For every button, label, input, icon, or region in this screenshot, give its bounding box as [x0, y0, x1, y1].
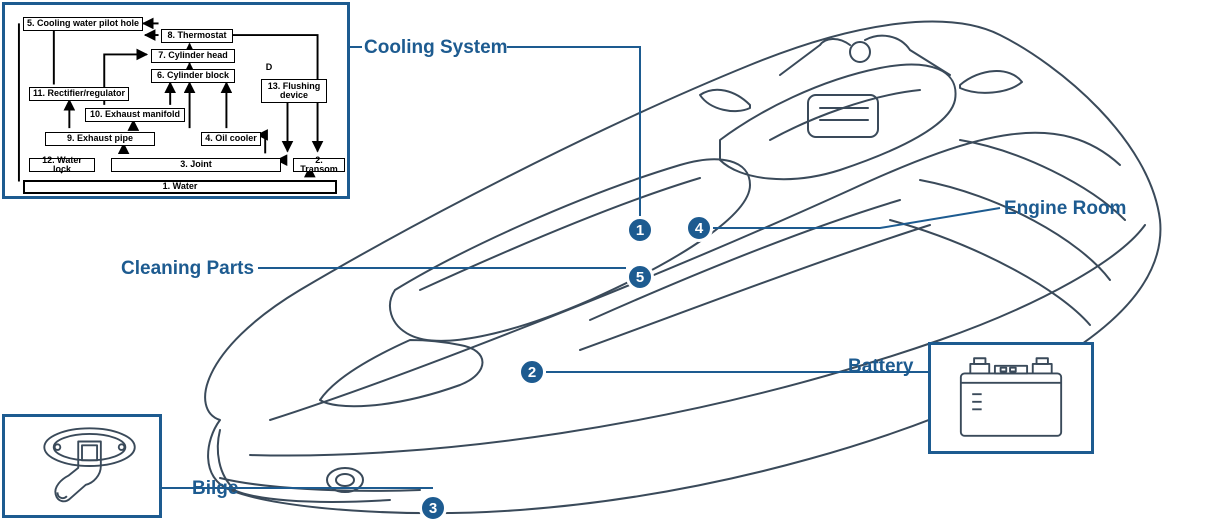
cool-n10: 10. Exhaust manifold: [85, 108, 185, 122]
label-cooling-system: Cooling System: [364, 37, 508, 59]
cool-n6: 6. Cylinder block: [151, 69, 235, 83]
badge-1: 1: [626, 216, 654, 244]
panel-battery: [928, 342, 1094, 454]
badge-3: 3: [419, 494, 447, 520]
cool-n11: 11. Rectifier/regulator: [29, 87, 129, 101]
label-engine-room: Engine Room: [1004, 198, 1126, 220]
label-battery: Battery: [848, 356, 913, 378]
label-cleaning-parts: Cleaning Parts: [121, 258, 254, 280]
cool-n12: 12. Water lock: [29, 158, 95, 172]
badge-2: 2: [518, 358, 546, 386]
cool-n13: 13. Flushing device: [261, 79, 327, 103]
cool-n1: 1. Water: [23, 180, 337, 194]
badge-4: 4: [685, 214, 713, 242]
label-bilge: Bilge: [192, 478, 238, 500]
cool-n8: 8. Thermostat: [161, 29, 233, 43]
panel-bilge: [2, 414, 162, 518]
cool-nD: D: [261, 61, 277, 75]
cool-n3: 3. Joint: [111, 158, 281, 172]
cool-n7: 7. Cylinder head: [151, 49, 235, 63]
cool-n5: 5. Cooling water pilot hole: [23, 17, 143, 31]
cool-n2: 2. Transom: [293, 158, 345, 172]
badge-5: 5: [626, 263, 654, 291]
battery-lineart: [931, 345, 1091, 451]
bilge-plug-lineart: [5, 417, 159, 515]
cool-n9: 9. Exhaust pipe: [45, 132, 155, 146]
diagram-canvas: Cooling System Battery Bilge Engine Room…: [0, 0, 1220, 520]
cool-n4: 4. Oil cooler: [201, 132, 261, 146]
panel-cooling-diagram: 1. Water 2. Transom 3. Joint 4. Oil cool…: [2, 2, 350, 199]
